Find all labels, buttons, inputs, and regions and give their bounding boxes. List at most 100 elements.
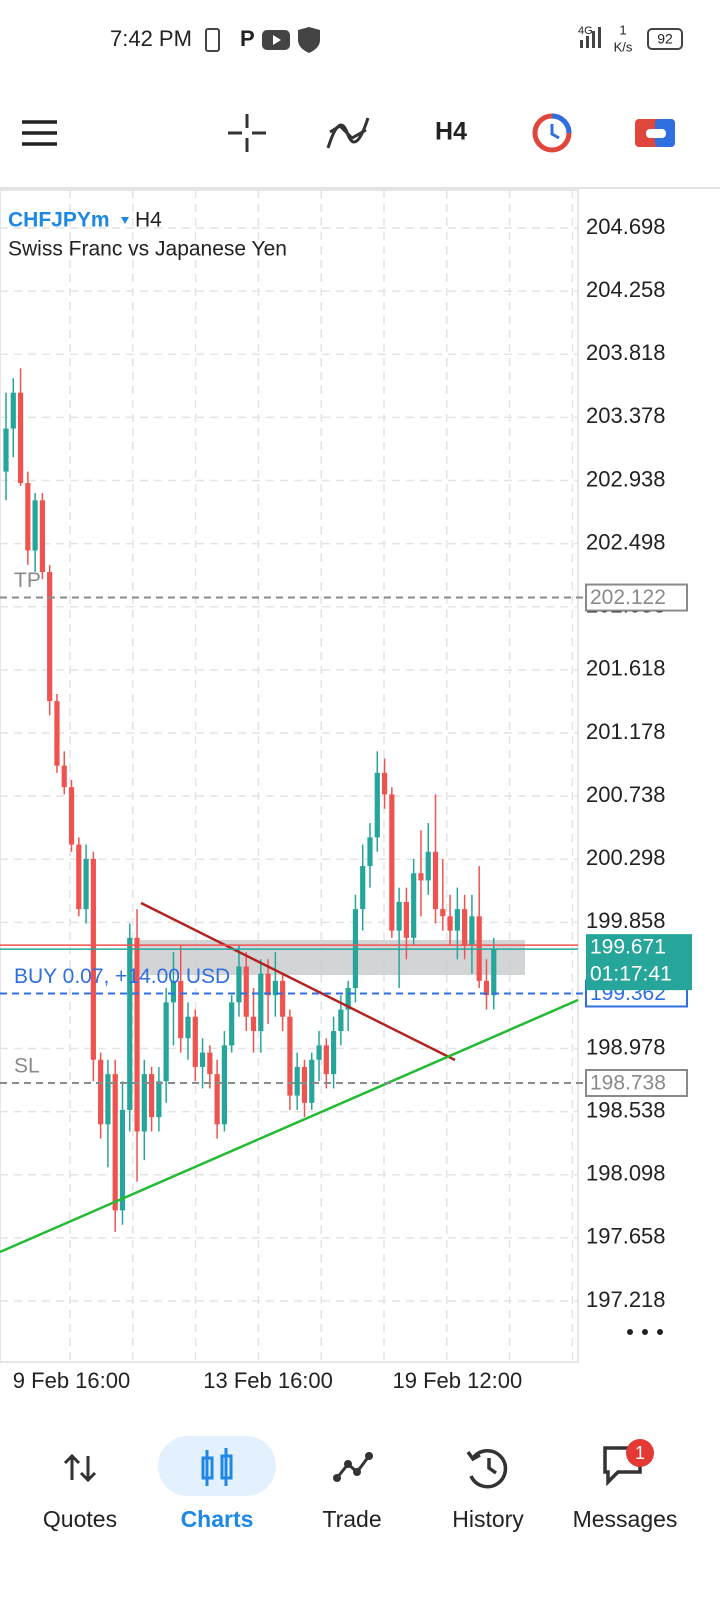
y-tick-label: 203.818: [586, 340, 666, 365]
candle-body: [447, 916, 453, 931]
candle-body: [68, 787, 75, 845]
candle-body: [323, 1045, 329, 1075]
candle-body: [316, 1045, 322, 1060]
candle-body: [98, 1059, 104, 1125]
level-box: [585, 1068, 688, 1097]
candle-body: [338, 1009, 344, 1032]
quotes-icon: [63, 1453, 97, 1483]
symbol-dropdown: [121, 217, 129, 224]
signal-icon: [580, 27, 601, 48]
candle-body: [192, 1016, 198, 1067]
nav-tab[interactable]: Quotes: [43, 1506, 117, 1532]
candle-body: [134, 937, 140, 1132]
candle-body: [272, 980, 278, 996]
history-icon: [466, 1448, 508, 1489]
candle-body: [127, 937, 133, 1110]
y-tick-label: 198.978: [586, 1034, 666, 1059]
y-tick-label: 202.938: [586, 466, 666, 491]
candle-body: [258, 973, 264, 1032]
nav-tab[interactable]: Trade: [322, 1506, 381, 1532]
y-tick-label: 202.498: [586, 529, 666, 554]
candle-body: [3, 428, 9, 472]
candle-body: [47, 572, 53, 702]
y-tick-label: 197.658: [586, 1224, 666, 1249]
level-price: 198.738: [590, 1072, 666, 1095]
trade-button[interactable]: [635, 119, 675, 147]
x-tick-label: 19 Feb 12:00: [393, 1368, 523, 1393]
indicators-button[interactable]: [326, 117, 370, 149]
candle-body: [440, 909, 446, 917]
y-tick-label: 201.178: [586, 719, 666, 744]
candle-body: [483, 980, 490, 996]
candle-body: [39, 500, 45, 573]
chart: 204.698 204.258 203.818 203.378 202.938 202.4…: [0, 189, 692, 1393]
candle-body: [54, 701, 60, 766]
candle-body: [403, 901, 409, 938]
badge-count: 1: [635, 1443, 645, 1463]
charts-icon: [201, 1448, 233, 1486]
candle-body: [491, 949, 497, 996]
candle-body: [265, 973, 271, 996]
symbol: CHFJPYm: [8, 209, 110, 232]
more-dot: [627, 1329, 633, 1335]
more-dot: [657, 1329, 663, 1335]
status-icons: P: [205, 26, 320, 53]
y-tick-label: 204.698: [586, 214, 666, 239]
y-tick-label: 198.538: [586, 1097, 666, 1122]
y-tick-label: 204.258: [586, 277, 666, 302]
candle-body: [367, 837, 373, 867]
candle-body: [418, 873, 424, 881]
nav-tab[interactable]: History: [452, 1506, 524, 1532]
candle-body: [374, 772, 380, 838]
menu-button[interactable]: [22, 120, 57, 146]
candle-body: [156, 1081, 162, 1118]
countdown: 01:17:41: [590, 963, 672, 986]
candle-body: [61, 765, 67, 788]
crosshair-button[interactable]: [228, 114, 266, 152]
candle-body: [221, 1045, 227, 1125]
y-tick-label: 201.618: [586, 656, 666, 681]
candle-body: [345, 988, 351, 1010]
candle-body: [381, 772, 388, 795]
active-tab-pill: [158, 1436, 276, 1496]
candle-body: [331, 1031, 337, 1075]
y-tick-label: 200.298: [586, 845, 666, 870]
candle-body: [389, 794, 395, 931]
candle-body: [469, 916, 475, 945]
candle-body: [214, 1074, 220, 1125]
candle-body: [10, 392, 16, 429]
y-tick-label: 203.378: [586, 403, 666, 428]
candle-body: [149, 1074, 155, 1118]
level-price: 202.122: [590, 586, 666, 609]
trade-icon: [333, 1452, 373, 1482]
clock-button[interactable]: [532, 113, 572, 153]
candle-body: [411, 873, 417, 938]
candle-body: [90, 858, 96, 1060]
candle-body: [301, 1066, 308, 1103]
level-label: TP: [14, 569, 41, 592]
svg-text:P: P: [240, 26, 255, 51]
battery-level: 92: [657, 31, 673, 47]
candle-body: [163, 1002, 169, 1082]
candle-body: [396, 901, 402, 931]
candle-body: [280, 980, 286, 1017]
candle-body: [25, 483, 31, 551]
candle-body: [432, 851, 439, 910]
y-tick-label: 198.098: [586, 1161, 666, 1186]
candle-body: [250, 1016, 257, 1032]
nav-tab[interactable]: Charts: [181, 1506, 254, 1532]
y-tick-label: 200.738: [586, 782, 666, 807]
candle-body: [425, 851, 431, 881]
candle-body: [32, 500, 38, 551]
candle-body: [170, 980, 177, 1003]
network-type: 4G: [578, 25, 593, 37]
last-price: 199.671: [590, 936, 666, 959]
nav-tab[interactable]: Messages: [573, 1506, 678, 1532]
candle-body: [229, 1002, 235, 1046]
candle-body: [199, 1052, 206, 1067]
battery-icon: [647, 28, 683, 50]
timeframe-button[interactable]: H4: [435, 118, 467, 146]
candle-body: [119, 1109, 126, 1211]
